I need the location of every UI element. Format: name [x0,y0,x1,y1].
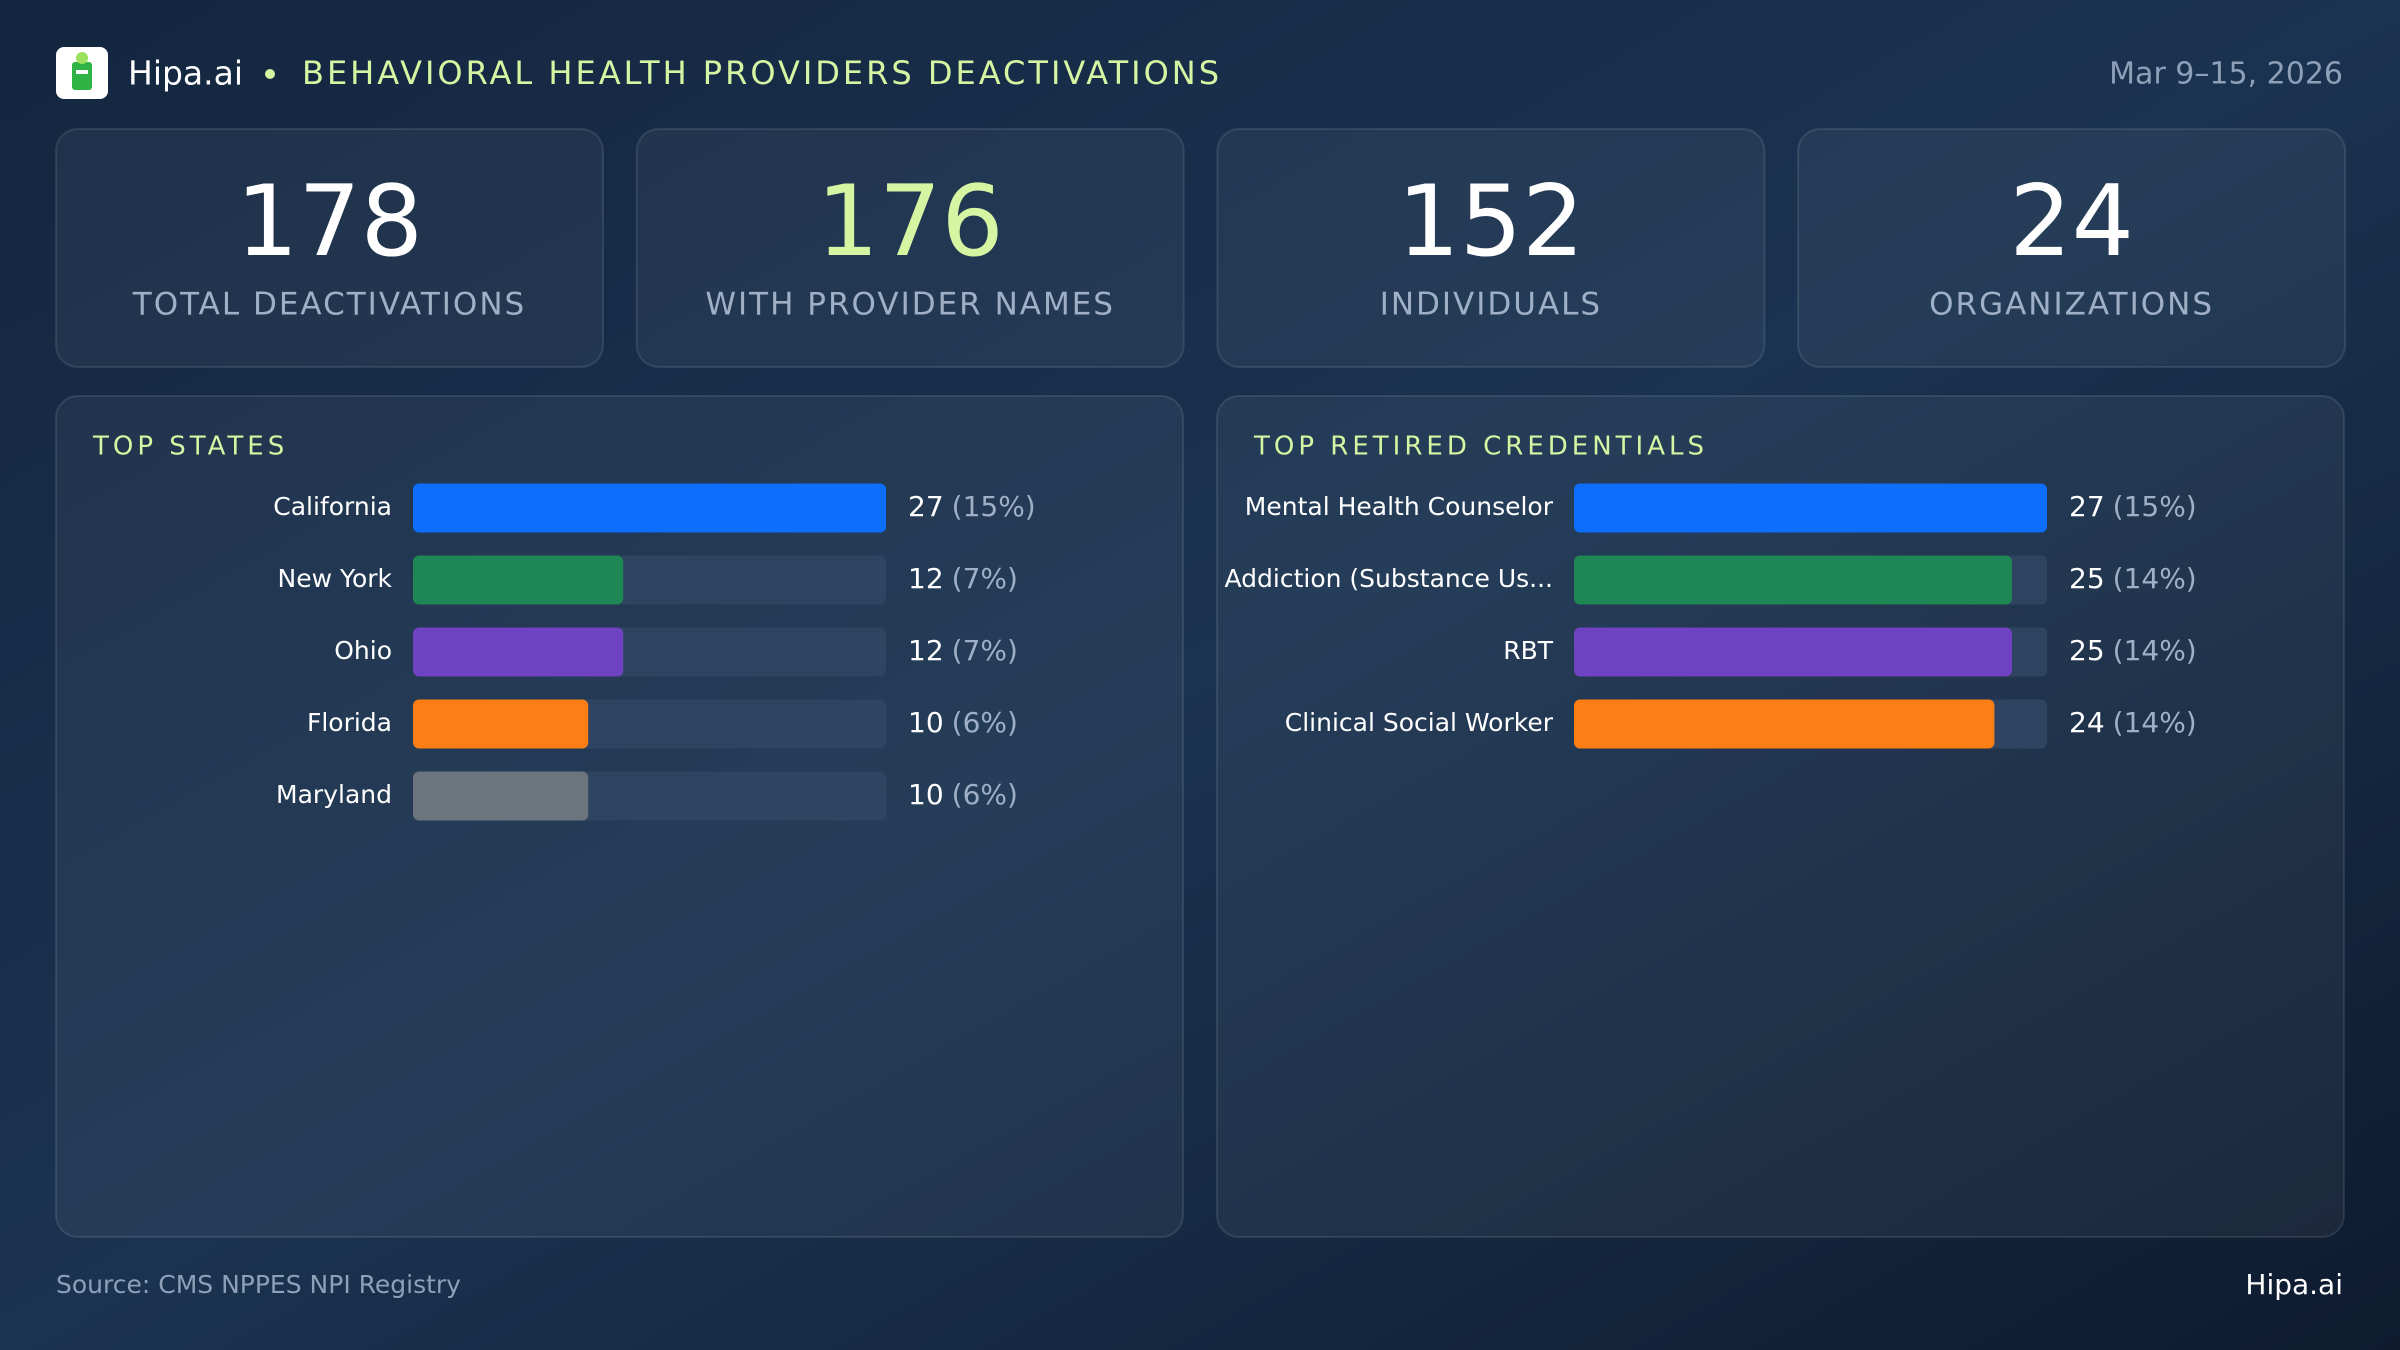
kpi-value: 178 [236,165,423,279]
category-label: Maryland [276,780,392,809]
value-number: 27 [2069,490,2105,523]
value-share: (6%) [952,778,1018,811]
date-range: Mar 9–15, 2026 [2109,57,2343,92]
value-label: 25 (14%) [2069,634,2197,667]
bar [1574,555,2012,605]
value-number: 25 [2069,634,2105,667]
kpi-card-bg [55,128,604,368]
panel-title: TOP STATES [92,432,288,462]
chart-panel: TOP RETIRED CREDENTIALS Mental Health Cou… [1216,395,2345,1238]
bar [1574,699,1995,749]
category-label: Ohio [334,636,392,665]
value-label: 10 (6%) [908,778,1018,811]
value-label: 27 (15%) [2069,490,2197,523]
kpi-card: 152 INDIVIDUALS [1216,128,1766,368]
bar [413,483,886,533]
category-label: Addiction (Substance Us... [1225,564,1554,593]
kpi-label: TOTAL DEACTIVATIONS [132,287,526,323]
value-number: 10 [908,778,944,811]
category-label: California [273,492,392,521]
value-label: 25 (14%) [2069,562,2197,595]
kpi-card-bg [1797,128,2347,368]
kpi-card: 176 WITH PROVIDER NAMES [635,128,1185,368]
separator-dot [265,69,275,79]
kpi-card-bg [635,128,1185,368]
kpi-label: WITH PROVIDER NAMES [705,287,1115,323]
panel-bg [1216,395,2345,1238]
bar [413,771,589,821]
kpi-value: 152 [1397,165,1584,279]
kpi-card: 178 TOTAL DEACTIVATIONS [55,128,604,368]
value-share: (14%) [2113,562,2197,595]
bar [413,627,624,677]
value-share: (7%) [952,634,1018,667]
value-number: 27 [908,490,944,523]
value-share: (7%) [952,562,1018,595]
page-title: BEHAVIORAL HEALTH PROVIDERS DEACTIVATION… [302,54,1222,92]
value-label: 24 (14%) [2069,706,2197,739]
value-number: 25 [2069,562,2105,595]
category-label: Mental Health Counselor [1245,492,1554,521]
brand: Hipa.ai [128,54,243,93]
value-number: 10 [908,706,944,739]
bar [413,699,589,749]
bar [1574,627,2012,677]
value-number: 24 [2069,706,2105,739]
logo [56,47,108,99]
kpi-value: 24 [2009,165,2134,279]
bar [1574,483,2047,533]
panel-title: TOP RETIRED CREDENTIALS [1253,432,1708,462]
source-note: Source: CMS NPPES NPI Registry [56,1270,461,1299]
value-share: (15%) [2113,490,2197,523]
value-label: 12 (7%) [908,562,1018,595]
value-share: (14%) [2113,706,2197,739]
value-share: (14%) [2113,634,2197,667]
kpi-row: 178 TOTAL DEACTIVATIONS 176 WITH PROVIDER N… [55,128,2347,368]
kpi-value: 176 [817,165,1004,279]
category-label: RBT [1503,636,1554,665]
value-label: 27 (15%) [908,490,1036,523]
kpi-label: INDIVIDUALS [1380,287,1602,323]
value-label: 12 (7%) [908,634,1018,667]
bar [413,555,624,605]
value-share: (15%) [952,490,1036,523]
category-label: New York [278,564,393,593]
kpi-card: 24 ORGANIZATIONS [1797,128,2347,368]
kpi-label: ORGANIZATIONS [1929,287,2214,323]
value-number: 12 [908,562,944,595]
kpi-card-bg [1216,128,1766,368]
value-label: 10 (6%) [908,706,1018,739]
footer-brand: Hipa.ai [2245,1268,2343,1301]
value-number: 12 [908,634,944,667]
category-label: Florida [307,708,392,737]
value-share: (6%) [952,706,1018,739]
category-label: Clinical Social Worker [1285,708,1554,737]
